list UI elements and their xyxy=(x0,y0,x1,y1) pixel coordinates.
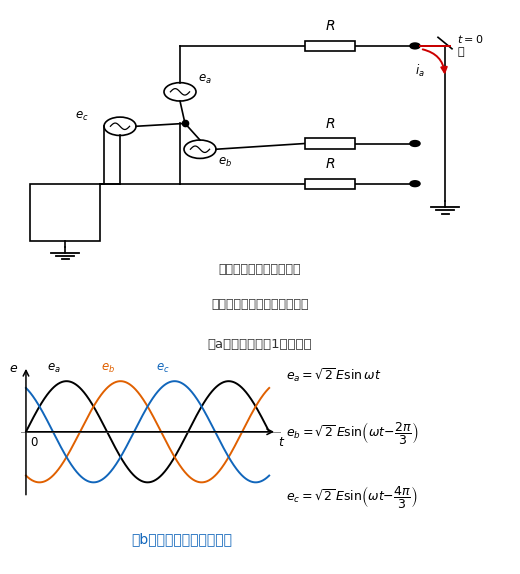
Circle shape xyxy=(410,43,420,49)
Bar xyxy=(305,179,355,189)
Text: $e_b{=}\sqrt{2}\,E\sin\!\left(\omega t{-}\dfrac{2\pi}{3}\right)$: $e_b{=}\sqrt{2}\,E\sin\!\left(\omega t{-… xyxy=(286,420,419,446)
Bar xyxy=(305,41,355,51)
Text: 注：正相インピーダンス: 注：正相インピーダンス xyxy=(219,263,301,276)
Bar xyxy=(305,138,355,149)
Circle shape xyxy=(410,181,420,187)
Text: $e_b$: $e_b$ xyxy=(218,156,232,169)
Text: （a）三相回路（1線地絡）: （a）三相回路（1線地絡） xyxy=(207,338,313,351)
Text: $e_c$: $e_c$ xyxy=(75,110,89,123)
Text: （b）各相電圧（事故前）: （b）各相電圧（事故前） xyxy=(132,533,232,546)
Text: $R$: $R$ xyxy=(325,20,335,33)
Text: $R$: $R$ xyxy=(325,157,335,171)
Text: $t=0$: $t=0$ xyxy=(457,33,483,45)
Text: $0$: $0$ xyxy=(30,436,38,449)
Text: $e_b$: $e_b$ xyxy=(101,362,115,375)
Text: $e_a$: $e_a$ xyxy=(47,362,61,375)
Text: $e$: $e$ xyxy=(9,362,18,375)
Text: ＝零相インピーダンスとする: ＝零相インピーダンスとする xyxy=(211,298,309,311)
Text: $i_a$: $i_a$ xyxy=(415,63,425,79)
Bar xyxy=(30,184,100,241)
Text: $t$: $t$ xyxy=(278,436,285,449)
Text: 閉: 閉 xyxy=(457,46,464,57)
Text: $e_c$: $e_c$ xyxy=(155,362,170,375)
Text: $R$: $R$ xyxy=(325,117,335,131)
Text: $e_c{=}\sqrt{2}\,E\sin\!\left(\omega t{-}\dfrac{4\pi}{3}\right)$: $e_c{=}\sqrt{2}\,E\sin\!\left(\omega t{-… xyxy=(286,484,418,510)
Text: $e_a$: $e_a$ xyxy=(198,73,212,86)
Text: $e_a{=}\sqrt{2}\,E\sin\omega t$: $e_a{=}\sqrt{2}\,E\sin\omega t$ xyxy=(286,366,381,384)
Circle shape xyxy=(410,141,420,146)
